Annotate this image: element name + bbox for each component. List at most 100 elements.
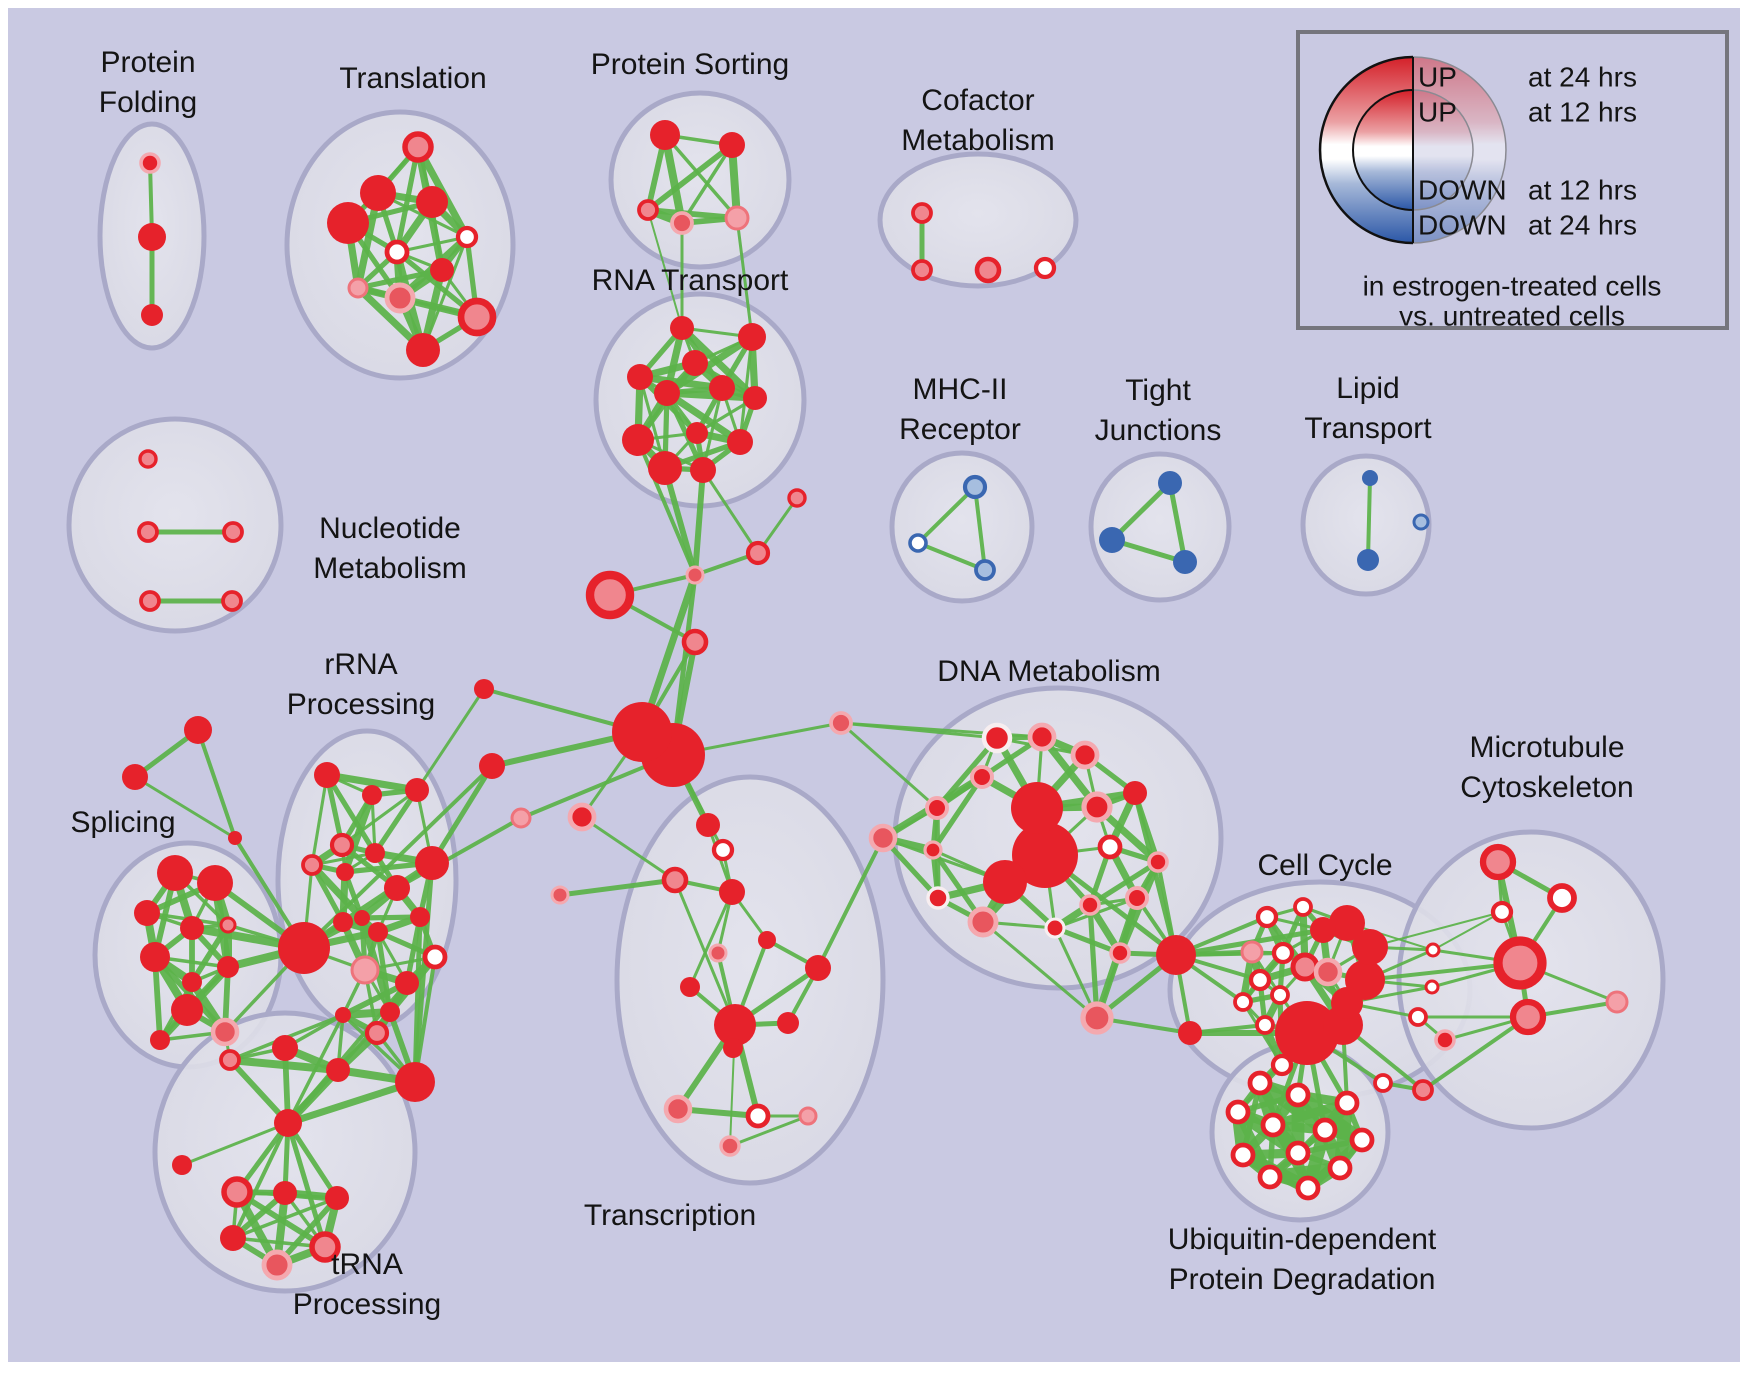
cluster-label-cofactor-metabolism: Cofactor Metabolism — [901, 84, 1054, 157]
network-node — [362, 785, 382, 805]
cluster-label-dna-metabolism: DNA Metabolism — [937, 655, 1160, 688]
network-node — [410, 907, 430, 927]
network-node — [1349, 1127, 1375, 1153]
network-node — [1362, 470, 1378, 486]
network-node — [680, 977, 700, 997]
network-node — [219, 916, 237, 934]
network-node — [384, 875, 410, 901]
network-node — [138, 449, 158, 469]
network-node — [1079, 894, 1101, 916]
network-node — [1012, 822, 1078, 888]
legend-row-time: at 24 hrs — [1528, 210, 1637, 241]
network-node — [406, 333, 440, 367]
network-node — [217, 956, 239, 978]
network-node — [327, 202, 369, 244]
network-edge — [354, 284, 481, 321]
cluster-label-trna-processing: tRNA Processing — [293, 1248, 441, 1321]
network-node — [402, 131, 434, 163]
network-node — [350, 955, 380, 985]
network-node — [335, 1007, 351, 1023]
network-edge — [663, 389, 744, 446]
cluster-label-translation: Translation — [339, 62, 486, 95]
network-edge — [916, 485, 977, 545]
network-edge — [1369, 911, 1503, 948]
network-node — [314, 762, 340, 788]
network-node — [908, 533, 928, 553]
cluster-label-protein-folding: Protein Folding — [99, 46, 197, 119]
network-edge — [421, 235, 469, 352]
network-edge — [284, 1078, 419, 1127]
network-edge — [323, 771, 421, 794]
network-node — [868, 823, 898, 853]
network-node — [364, 1020, 390, 1046]
network-edge — [180, 1121, 290, 1167]
network-node — [228, 831, 242, 845]
cluster-ellipse-cofactor-metabolism — [877, 151, 1079, 289]
legend-caption-line1: in estrogen-treated cells — [1363, 271, 1662, 302]
network-edge — [340, 788, 419, 847]
network-node — [333, 912, 353, 932]
network-node — [368, 922, 388, 942]
network-node — [1293, 897, 1313, 917]
legend-caption-line2: vs. untreated cells — [1399, 301, 1625, 332]
network-node — [974, 559, 996, 581]
network-edge — [1167, 480, 1188, 565]
network-node — [1357, 549, 1379, 571]
cluster-label-transcription: Transcription — [584, 1199, 756, 1232]
network-edge — [662, 465, 698, 578]
network-node — [727, 429, 753, 455]
network-node — [455, 225, 479, 249]
network-node — [1248, 968, 1272, 992]
network-node — [714, 1004, 756, 1046]
network-node — [670, 316, 694, 340]
network-node — [1547, 883, 1577, 913]
network-node — [139, 590, 161, 612]
network-edge — [916, 541, 987, 572]
network-node — [709, 375, 735, 401]
network-edge — [231, 1121, 290, 1240]
network-node — [1011, 782, 1063, 834]
network-node — [745, 1103, 771, 1129]
network-edge — [738, 335, 754, 444]
network-node — [380, 1002, 400, 1022]
network-edge — [1421, 1015, 1530, 1092]
network-node — [1493, 936, 1547, 990]
network-node — [650, 120, 680, 150]
network-edge — [680, 143, 734, 225]
network-node — [1158, 471, 1182, 495]
network-node — [134, 900, 160, 926]
network-edge — [196, 728, 237, 840]
network-node — [336, 863, 354, 881]
network-node — [925, 796, 949, 820]
network-node — [1156, 935, 1196, 975]
network-node — [221, 1176, 253, 1208]
network-edge — [1052, 925, 1123, 956]
cluster-label-splicing: Splicing — [70, 806, 175, 839]
network-node — [1327, 1155, 1353, 1181]
network-node — [1081, 791, 1113, 823]
network-node — [1412, 1079, 1434, 1101]
network-edge — [647, 209, 683, 329]
network-node — [829, 711, 853, 735]
network-edge — [429, 763, 495, 866]
network-edge — [688, 890, 734, 989]
network-node — [1233, 992, 1253, 1012]
network-node — [1479, 843, 1517, 881]
network-node — [416, 186, 448, 218]
network-node — [210, 1017, 240, 1047]
network-node — [686, 422, 708, 444]
network-node — [690, 457, 716, 483]
network-edge — [286, 1013, 345, 1125]
legend-row-dir: DOWN — [1418, 175, 1507, 206]
network-node — [974, 256, 1002, 284]
network-node — [1285, 1082, 1311, 1108]
network-edge — [701, 386, 724, 472]
network-node — [329, 832, 355, 858]
network-node — [670, 211, 694, 235]
network-edge — [816, 836, 885, 970]
network-node — [1255, 1015, 1275, 1035]
network-node — [395, 1062, 435, 1102]
network-node — [422, 944, 448, 970]
network-edge — [415, 687, 486, 792]
network-node — [197, 865, 233, 901]
